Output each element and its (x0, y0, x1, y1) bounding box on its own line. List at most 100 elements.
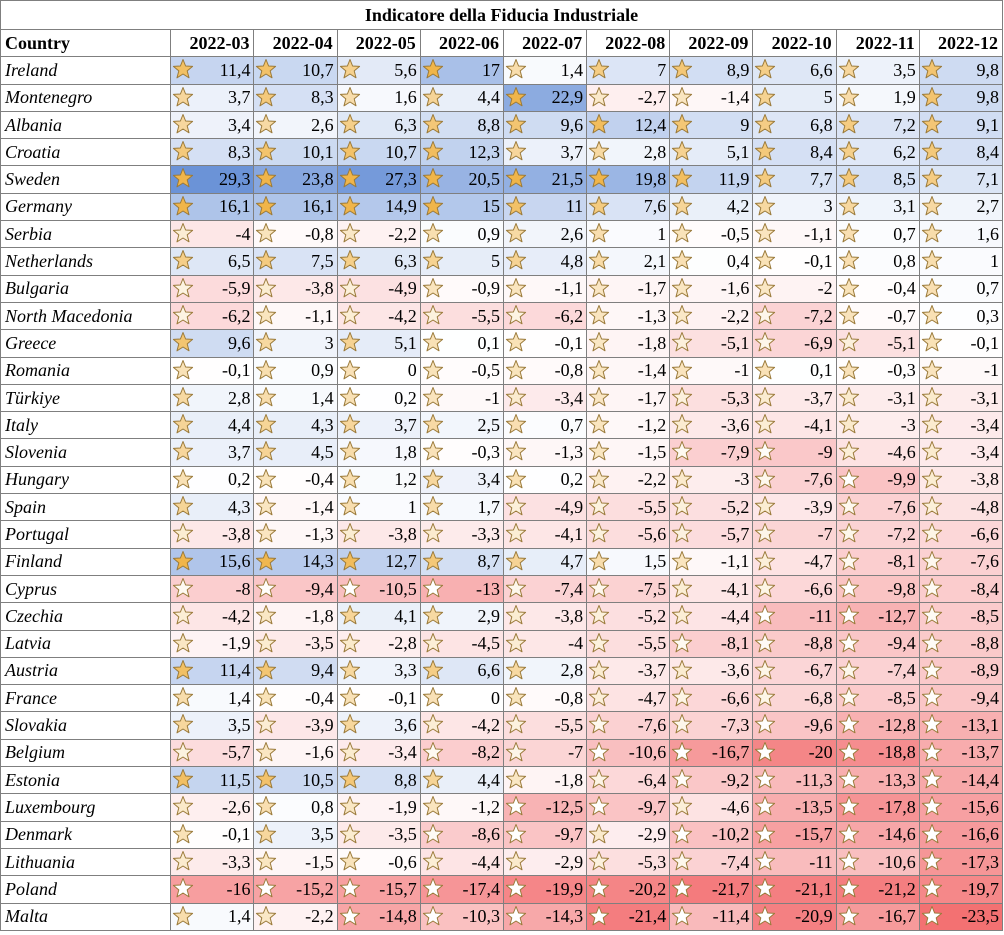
value-cell[interactable]: -3 (835, 411, 920, 440)
country-cell[interactable]: Netherlands (0, 247, 172, 276)
value-cell[interactable]: 10,5 (253, 766, 338, 795)
month-column-header[interactable]: 2022-08 (586, 28, 671, 58)
value-cell[interactable]: 6,3 (336, 247, 421, 276)
value-cell[interactable]: 2,5 (419, 411, 504, 440)
value-cell[interactable]: -5,2 (586, 602, 671, 631)
value-cell[interactable]: 8,5 (835, 165, 920, 194)
value-cell[interactable]: -1,1 (253, 301, 338, 331)
value-cell[interactable]: 21,5 (502, 165, 588, 194)
value-cell[interactable]: -0,1 (336, 684, 421, 713)
value-cell[interactable]: -2,9 (586, 820, 671, 849)
value-cell[interactable]: -15,2 (253, 875, 338, 904)
value-cell[interactable]: -8,1 (669, 629, 754, 658)
value-cell[interactable]: -12,5 (502, 793, 588, 822)
value-cell[interactable]: -11,4 (669, 902, 754, 931)
value-cell[interactable]: 5,1 (669, 138, 754, 167)
value-cell[interactable]: -5,5 (419, 301, 504, 331)
value-cell[interactable]: 15,6 (170, 547, 255, 576)
country-cell[interactable]: Türkiye (0, 383, 172, 413)
value-cell[interactable]: -1,5 (253, 847, 338, 877)
country-cell[interactable]: Austria (0, 656, 172, 686)
value-cell[interactable]: 9,4 (253, 656, 338, 686)
value-cell[interactable]: -11 (752, 847, 837, 877)
value-cell[interactable]: -20,2 (586, 875, 671, 904)
value-cell[interactable]: -9,4 (253, 574, 338, 604)
value-cell[interactable]: -10,5 (336, 574, 421, 604)
value-cell[interactable]: -2,7 (586, 83, 671, 112)
value-cell[interactable]: 3,4 (419, 465, 504, 495)
value-cell[interactable]: -21,1 (752, 875, 837, 904)
value-cell[interactable]: -3,3 (170, 847, 255, 877)
value-cell[interactable]: 9,6 (502, 110, 588, 140)
value-cell[interactable]: -0,1 (502, 329, 588, 358)
value-cell[interactable]: -3,8 (502, 602, 588, 631)
value-cell[interactable]: 5 (419, 247, 504, 276)
value-cell[interactable]: -11,3 (752, 766, 837, 795)
country-cell[interactable]: Cyprus (0, 574, 172, 604)
value-cell[interactable]: 6,3 (336, 110, 421, 140)
value-cell[interactable]: -3,8 (170, 520, 255, 549)
value-cell[interactable]: -7,2 (752, 301, 837, 331)
value-cell[interactable]: -4,4 (419, 847, 504, 877)
value-cell[interactable]: 11,9 (669, 165, 754, 194)
value-cell[interactable]: 8,9 (669, 56, 754, 85)
value-cell[interactable]: 8,8 (419, 110, 504, 140)
country-cell[interactable]: Italy (0, 411, 172, 440)
value-cell[interactable]: 10,7 (253, 56, 338, 85)
country-cell[interactable]: Malta (0, 902, 172, 931)
value-cell[interactable]: -6,7 (752, 656, 837, 686)
value-cell[interactable]: 3,7 (170, 83, 255, 112)
value-cell[interactable]: 6,6 (419, 656, 504, 686)
value-cell[interactable]: -19,7 (918, 875, 1004, 904)
value-cell[interactable]: -6,2 (502, 301, 588, 331)
country-cell[interactable]: Poland (0, 875, 172, 904)
month-column-header[interactable]: 2022-07 (502, 28, 588, 58)
value-cell[interactable]: 2,8 (586, 138, 671, 167)
country-cell[interactable]: Greece (0, 329, 172, 358)
value-cell[interactable]: -6,8 (752, 684, 837, 713)
value-cell[interactable]: 12,4 (586, 110, 671, 140)
value-cell[interactable]: -7,2 (835, 520, 920, 549)
value-cell[interactable]: 2,7 (918, 192, 1004, 222)
value-cell[interactable]: -5,9 (170, 274, 255, 303)
country-cell[interactable]: Finland (0, 547, 172, 576)
value-cell[interactable]: 3,7 (336, 411, 421, 440)
country-cell[interactable]: Montenegro (0, 83, 172, 112)
country-cell[interactable]: Lithuania (0, 847, 172, 877)
value-cell[interactable]: -10,6 (586, 738, 671, 768)
value-cell[interactable]: -4,9 (336, 274, 421, 303)
value-cell[interactable]: -6,6 (669, 684, 754, 713)
value-cell[interactable]: 9,1 (918, 110, 1004, 140)
value-cell[interactable]: -1,1 (669, 547, 754, 576)
value-cell[interactable]: -0,9 (419, 274, 504, 303)
value-cell[interactable]: 3,1 (835, 192, 920, 222)
value-cell[interactable]: 4,1 (336, 602, 421, 631)
value-cell[interactable]: 7,2 (835, 110, 920, 140)
value-cell[interactable]: 14,3 (253, 547, 338, 576)
value-cell[interactable]: 0,1 (419, 329, 504, 358)
value-cell[interactable]: -8,8 (752, 629, 837, 658)
value-cell[interactable]: 0,8 (835, 247, 920, 276)
value-cell[interactable]: -8 (170, 574, 255, 604)
value-cell[interactable]: -9,4 (835, 629, 920, 658)
month-column-header[interactable]: 2022-03 (170, 28, 255, 58)
value-cell[interactable]: -0,1 (170, 356, 255, 385)
value-cell[interactable]: 19,8 (586, 165, 671, 194)
value-cell[interactable]: -3,8 (918, 465, 1004, 495)
value-cell[interactable]: 12,3 (419, 138, 504, 167)
value-cell[interactable]: -3,4 (918, 438, 1004, 467)
value-cell[interactable]: 1 (336, 493, 421, 522)
value-cell[interactable]: -4,2 (170, 602, 255, 631)
value-cell[interactable]: 0,9 (253, 356, 338, 385)
value-cell[interactable]: 7 (586, 56, 671, 85)
value-cell[interactable]: -1,7 (586, 383, 671, 413)
value-cell[interactable]: 1,6 (336, 83, 421, 112)
value-cell[interactable]: -7,3 (669, 711, 754, 740)
value-cell[interactable]: 7,7 (752, 165, 837, 194)
country-cell[interactable]: Denmark (0, 820, 172, 849)
value-cell[interactable]: -10,3 (419, 902, 504, 931)
value-cell[interactable]: -1 (669, 356, 754, 385)
value-cell[interactable]: -15,6 (918, 793, 1004, 822)
value-cell[interactable]: 4,3 (170, 493, 255, 522)
value-cell[interactable]: -16,6 (918, 820, 1004, 849)
